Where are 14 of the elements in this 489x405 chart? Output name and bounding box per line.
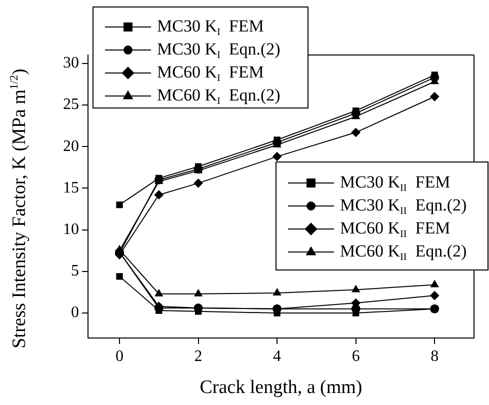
y-tick-label: 20 [63,138,79,155]
x-tick-label: 2 [194,348,202,365]
y-tick-label: 30 [63,54,79,72]
x-axis-title: Crack length, a (mm) [200,376,362,398]
y-axis-title: Stress Intensity Factor, K (MPa m1/2) [8,68,30,348]
y-tick-label: 25 [63,96,79,114]
y-tick-label: 5 [71,262,79,280]
x-tick-label: 6 [352,348,360,365]
x-tick-label: 8 [430,348,439,365]
y-tick-label: 10 [63,220,79,238]
x-tick-label: 0 [116,348,124,365]
y-tick-label: 0 [71,304,79,322]
y-tick-label: 15 [63,179,79,196]
x-tick-label: 4 [273,348,282,365]
